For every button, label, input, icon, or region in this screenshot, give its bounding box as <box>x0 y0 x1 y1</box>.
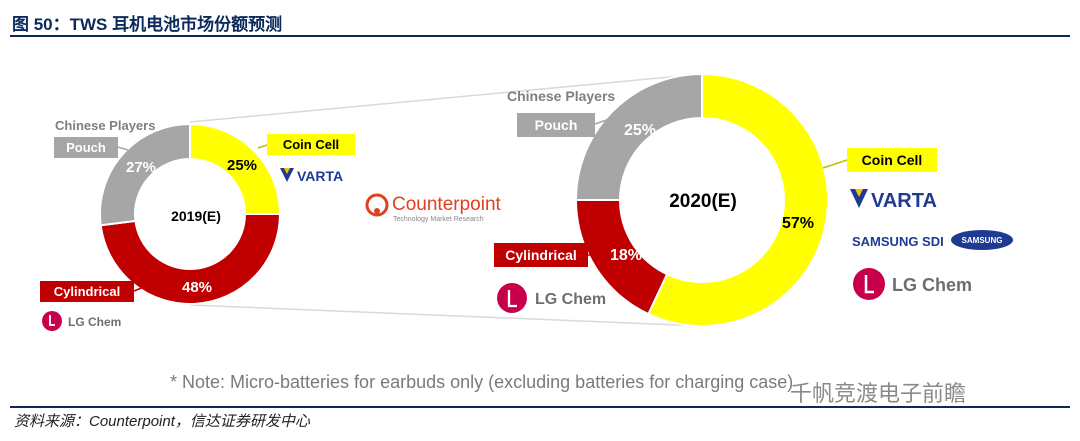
donut-2020-coin-cell-lg-chem-label: LG Chem <box>892 275 972 295</box>
header-rule <box>10 35 1070 37</box>
donut-2020-chinese-players-label: Chinese Players <box>507 88 615 104</box>
donut-2019-cylindrical-tag <box>40 281 134 302</box>
watermark: 千帆竞渡电子前瞻 <box>790 381 967 406</box>
varta-logo-icon <box>280 168 294 182</box>
zoom-connector-top <box>189 73 703 123</box>
donut-2019-pouch-value: 27% <box>126 159 156 176</box>
donut-2020-pouch-label: Pouch <box>535 117 578 133</box>
counterpoint-logo-icon <box>365 193 389 217</box>
donut-2020-cylindrical-value: 18% <box>610 247 642 264</box>
zoom-connector-bottom <box>189 304 703 327</box>
footer-rule <box>10 406 1070 408</box>
donut-2020-coin-cell-leader <box>822 159 848 169</box>
donut-2019-cylindrical-value: 48% <box>182 279 212 296</box>
footnote: * Note: Micro-batteries for earbuds only… <box>170 372 794 392</box>
varta-logo-icon <box>850 189 868 208</box>
donut-2020-cylindrical-label: Cylindrical <box>505 247 577 263</box>
donut-2019-slice-cylindrical <box>99 213 282 305</box>
donut-2020-pouch-leader <box>594 117 613 125</box>
samsung-logo-icon <box>951 230 1013 250</box>
donut-2020-slice-coin-cell <box>647 72 829 327</box>
donut-2020-pouch-tag <box>517 113 595 137</box>
lg-logo-icon <box>497 283 527 313</box>
donut-2020-coin-cell-value: 57% <box>782 215 814 232</box>
donut-2019-coin-cell-tag <box>267 134 355 155</box>
donut-2020-cylindrical-lg-chem-label: LG Chem <box>535 291 606 308</box>
source-note: 资料来源：Counterpoint，信达证券研发中心 <box>14 413 310 430</box>
donut-2020-samsung-label: SAMSUNG <box>962 236 1003 245</box>
donut-2019-pouch-label: Pouch <box>66 140 106 155</box>
donut-2020-coin-cell-label: Coin Cell <box>862 152 923 168</box>
donut-2019-coin-cell-value: 25% <box>227 157 257 174</box>
donut-2019-pouch-tag <box>54 137 118 158</box>
donut-2020-varta-label: VARTA <box>871 190 937 212</box>
donut-2019-slice-pouch <box>99 122 191 227</box>
lg-logo-icon <box>853 268 885 300</box>
counterpoint-logo-text: Counterpoint <box>392 194 502 215</box>
donut-2019-chinese-players-label: Chinese Players <box>55 118 155 133</box>
donut-2020-samsung-sdi-label: SAMSUNG SDI <box>852 234 944 249</box>
counterpoint-tagline: Technology Market Research <box>393 216 484 223</box>
figure-title: 图 50：TWS 耳机电池市场份额预测 <box>12 15 283 34</box>
donut-2019-coin-cell-label: Coin Cell <box>283 137 339 152</box>
donut-2019-pouch-leader <box>117 146 129 151</box>
donut-2020-pouch-value: 25% <box>624 122 656 139</box>
donut-2020-slice-pouch <box>574 72 703 201</box>
donut-2020-center-label: 2020(E) <box>669 191 737 212</box>
donut-2019-cylindrical-leader <box>133 285 147 292</box>
donut-2020-cylindrical-tag <box>494 243 588 267</box>
lg-logo-icon <box>42 311 62 331</box>
donut-2019-cylindrical-label: Cylindrical <box>54 284 120 299</box>
donut-2019-coin-cell-leader <box>257 144 268 149</box>
donut-2019-lg-chem-label: LG Chem <box>68 315 121 329</box>
donut-2019 <box>99 122 282 305</box>
figure-header: 图 50：TWS 耳机电池市场份额预测 <box>10 4 1070 37</box>
donut-2020-coin-cell-tag <box>847 148 937 172</box>
donut-2019-varta-label: VARTA <box>297 168 343 184</box>
donut-2019-center-label: 2019(E) <box>171 208 221 224</box>
donut-2020 <box>574 72 829 327</box>
